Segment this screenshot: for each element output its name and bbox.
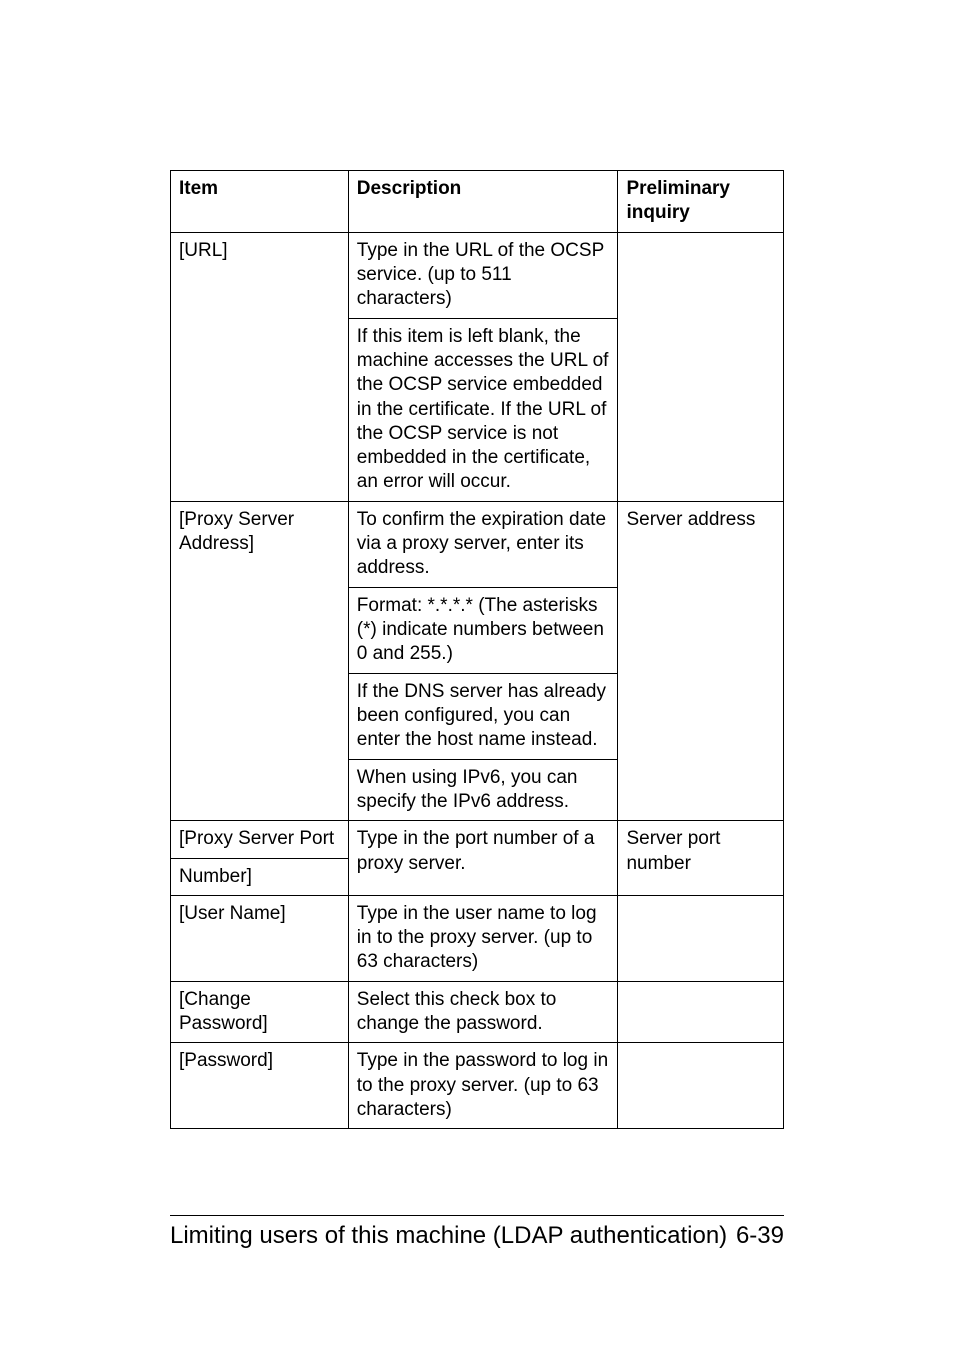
cell-inquiry: Server port number: [618, 821, 784, 896]
cell-inquiry: [618, 981, 784, 1043]
page-footer: Limiting users of this machine (LDAP aut…: [170, 1215, 784, 1250]
desc-para: Format: *.*.*.* (The asterisks (*) indic…: [357, 594, 610, 667]
desc-para: If the DNS server has already been confi…: [357, 680, 610, 753]
cell-inquiry: Server address: [618, 501, 784, 820]
cell-item: [Proxy Server Port Number]: [171, 821, 349, 896]
item-line: [Proxy Server Port: [171, 821, 348, 858]
cell-divider: [349, 587, 618, 588]
desc-para: Type in the password to log in to the pr…: [357, 1049, 610, 1122]
table-row: [User Name] Type in the user name to log…: [171, 895, 784, 981]
cell-divider: [349, 318, 618, 319]
cell-description: Type in the password to log in to the pr…: [348, 1043, 618, 1129]
spec-table: Item Description Preliminary inquiry [UR…: [170, 170, 784, 1129]
table-header-row: Item Description Preliminary inquiry: [171, 171, 784, 233]
cell-inquiry: [618, 1043, 784, 1129]
desc-para: To confirm the expiration date via a pro…: [357, 508, 610, 581]
desc-para: Type in the user name to log in to the p…: [357, 902, 610, 975]
cell-description: Type in the port number of a proxy serve…: [348, 821, 618, 896]
cell-description: Type in the URL of the OCSP service. (up…: [348, 232, 618, 501]
cell-item: [Proxy Server Address]: [171, 501, 349, 820]
desc-para: If this item is left blank, the machine …: [357, 325, 610, 495]
cell-divider: [349, 759, 618, 760]
cell-inquiry: [618, 232, 784, 501]
desc-para: Select this check box to change the pass…: [357, 988, 610, 1037]
table-row: [Change Password] Select this check box …: [171, 981, 784, 1043]
cell-description: Type in the user name to log in to the p…: [348, 895, 618, 981]
col-description: Description: [348, 171, 618, 233]
footer-rule: [170, 1215, 784, 1216]
table-row: [URL] Type in the URL of the OCSP servic…: [171, 232, 784, 501]
item-line: Number]: [171, 859, 348, 895]
table-row: [Password] Type in the password to log i…: [171, 1043, 784, 1129]
desc-para: Type in the URL of the OCSP service. (up…: [357, 239, 610, 312]
cell-item: [URL]: [171, 232, 349, 501]
cell-item: [Password]: [171, 1043, 349, 1129]
cell-divider: [349, 673, 618, 674]
cell-description: To confirm the expiration date via a pro…: [348, 501, 618, 820]
cell-item: [Change Password]: [171, 981, 349, 1043]
table-row: [Proxy Server Address] To confirm the ex…: [171, 501, 784, 820]
cell-inquiry: [618, 895, 784, 981]
table-row: [Proxy Server Port Number] Type in the p…: [171, 821, 784, 896]
footer-row: Limiting users of this machine (LDAP aut…: [170, 1222, 784, 1250]
cell-item: [User Name]: [171, 895, 349, 981]
col-inquiry: Preliminary inquiry: [618, 171, 784, 233]
cell-description: Select this check box to change the pass…: [348, 981, 618, 1043]
footer-title: Limiting users of this machine (LDAP aut…: [170, 1222, 727, 1250]
col-item: Item: [171, 171, 349, 233]
desc-para: When using IPv6, you can specify the IPv…: [357, 766, 610, 815]
footer-page-number: 6-39: [736, 1222, 784, 1250]
desc-para: Type in the port number of a proxy serve…: [357, 827, 610, 876]
page: Item Description Preliminary inquiry [UR…: [0, 0, 954, 1350]
